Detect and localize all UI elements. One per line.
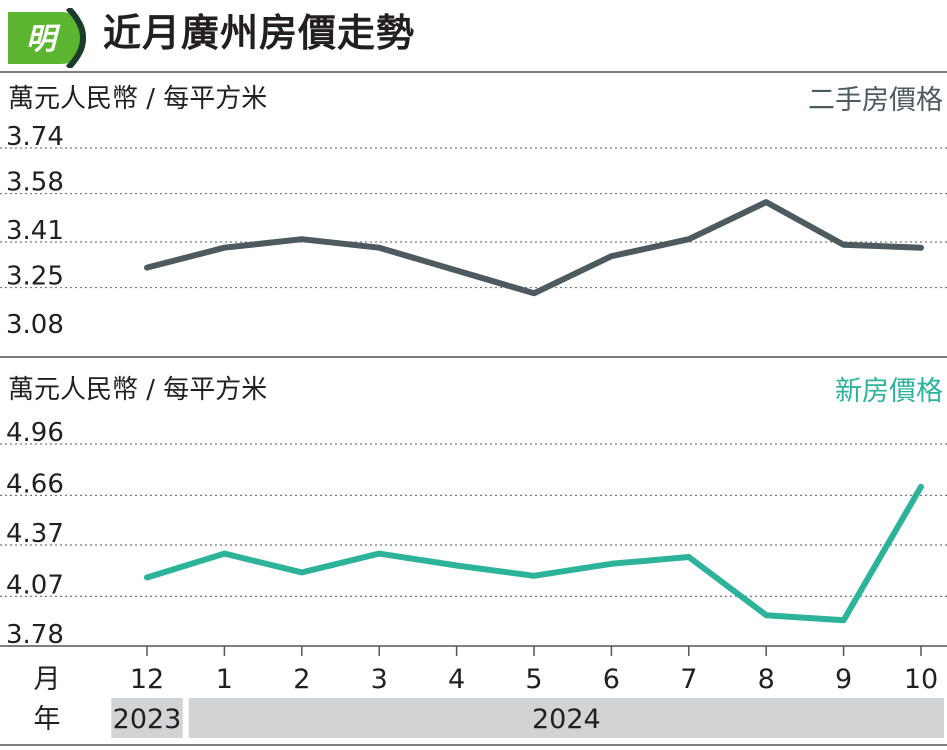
x-tick-label: 4 <box>448 664 465 695</box>
page-title: 近月廣州房價走勢 <box>103 11 416 55</box>
logo-leaf-shape <box>8 12 86 64</box>
year-label: 2023 <box>113 704 182 735</box>
year-bands: 2023 2024 <box>111 698 944 738</box>
x-tick-label: 5 <box>525 664 542 695</box>
y-tick-label: 4.07 <box>6 570 64 600</box>
x-tick-label: 9 <box>835 664 852 695</box>
year-band <box>111 698 183 738</box>
new-home-price-panel: 萬元人民幣 / 每平方米 新房價格 3.78 4.07 4.37 4.66 4.96 <box>0 375 947 650</box>
x-tick-label: 12 <box>130 664 164 695</box>
x-tick-label: 3 <box>371 664 388 695</box>
y-unit-label: 萬元人民幣 / 每平方米 <box>8 375 267 405</box>
y-tick-label: 3.25 <box>6 262 64 292</box>
logo-leaf-outline <box>65 5 86 71</box>
chart-header: 明 近月廣州房價走勢 <box>0 0 947 72</box>
y-tick-label: 4.96 <box>6 418 64 448</box>
x-tick-label: 8 <box>758 664 775 695</box>
y-tick-label: 3.41 <box>6 216 64 246</box>
resale-price-panel: 萬元人民幣 / 每平方米 二手房價格 3.08 3.25 3.41 3.58 3.74 <box>0 84 947 340</box>
y-tick-label: 3.78 <box>6 620 64 650</box>
y-tick-label: 3.74 <box>6 122 64 152</box>
logo-text: 明 <box>26 22 61 57</box>
y-tick-label: 4.66 <box>6 469 64 499</box>
y-tick-label: 3.58 <box>6 168 64 198</box>
y-tick-label: 4.37 <box>6 519 64 549</box>
x-tick-label: 10 <box>904 664 938 695</box>
series-line <box>144 483 924 624</box>
year-band <box>188 698 944 738</box>
series-label: 新房價格 <box>835 376 943 407</box>
month-row-label: 月 <box>34 664 61 695</box>
year-row-label: 年 <box>34 704 61 735</box>
y-tick-label: 3.08 <box>6 310 64 340</box>
x-tick-label: 2 <box>293 664 310 695</box>
x-tick-label: 1 <box>216 664 233 695</box>
x-tick-label: 7 <box>680 664 697 695</box>
year-label: 2024 <box>532 704 601 735</box>
y-unit-label: 萬元人民幣 / 每平方米 <box>8 84 267 114</box>
series-line <box>144 199 924 297</box>
ming-pao-logo: 明 <box>8 5 98 71</box>
x-tick-label: 6 <box>603 664 620 695</box>
series-label: 二手房價格 <box>808 85 943 116</box>
structure-lines <box>0 71 947 746</box>
